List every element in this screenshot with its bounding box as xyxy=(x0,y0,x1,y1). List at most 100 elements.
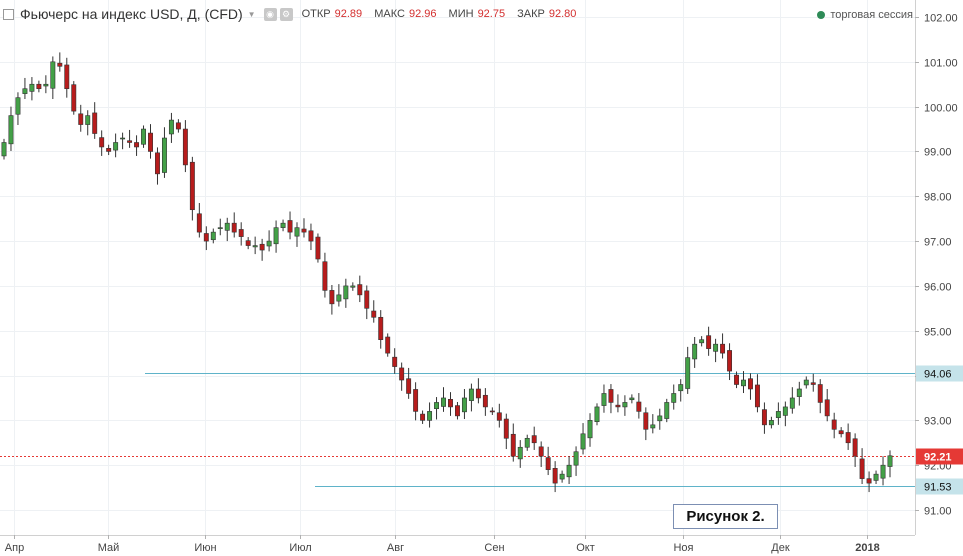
candle-body xyxy=(64,64,70,90)
candle xyxy=(413,382,419,421)
candle-body xyxy=(727,350,733,372)
time-tick-label: Дек xyxy=(771,542,790,554)
candle-body xyxy=(754,384,760,408)
candle xyxy=(231,212,237,238)
time-tick-label: Авг xyxy=(387,542,404,554)
low-label: МИН xyxy=(448,8,474,20)
eye-icon[interactable]: ◉ xyxy=(263,7,277,21)
candle xyxy=(657,408,663,430)
time-tick-label: Май xyxy=(98,542,120,554)
candle-body xyxy=(678,384,684,392)
candle xyxy=(161,127,167,178)
candle xyxy=(817,379,823,414)
candle-body xyxy=(224,222,230,231)
candle xyxy=(385,333,391,357)
time-tick-label: Окт xyxy=(576,542,595,554)
candle-body xyxy=(196,213,202,233)
candle-body xyxy=(601,393,607,406)
candle-body xyxy=(761,409,767,426)
candle-body xyxy=(141,128,146,145)
candle-body xyxy=(880,464,886,479)
price-tick-label: 95.00 xyxy=(924,327,952,339)
candle xyxy=(301,218,307,238)
price-tick-label: 96.00 xyxy=(924,282,952,294)
candle xyxy=(245,237,251,250)
candle xyxy=(1,138,7,160)
candle xyxy=(106,144,112,156)
candle xyxy=(113,133,119,158)
chart-grid xyxy=(0,0,915,535)
candle xyxy=(168,112,174,143)
candle-body xyxy=(587,420,593,439)
symbol-title[interactable]: Фьючерс на индекс USD, Д, (CFD) xyxy=(20,6,243,22)
candle-body xyxy=(573,451,579,466)
candle-body xyxy=(78,113,84,125)
chevron-down-icon[interactable]: ▼ xyxy=(247,9,256,19)
symbol-color-square xyxy=(3,8,14,20)
candle xyxy=(594,403,600,426)
candle xyxy=(782,401,788,427)
candle xyxy=(434,397,439,420)
high-label: МАКС xyxy=(374,8,405,20)
gear-icon[interactable]: ⚙ xyxy=(279,7,293,21)
price-tick-label: 100.00 xyxy=(924,103,958,115)
candle xyxy=(92,102,98,139)
candle xyxy=(50,56,56,100)
candle-body xyxy=(566,464,572,478)
candle xyxy=(378,310,384,349)
candle xyxy=(559,470,565,483)
session-label: торговая сессия xyxy=(830,9,913,21)
candle-body xyxy=(245,240,251,246)
open-value: 92.89 xyxy=(334,8,363,20)
candle xyxy=(754,374,760,413)
candle xyxy=(461,388,467,420)
close-value: 92.80 xyxy=(548,8,577,20)
candle-body xyxy=(336,294,342,302)
candle-body xyxy=(531,435,537,444)
candle xyxy=(448,392,453,416)
candle xyxy=(803,376,809,389)
candle xyxy=(217,218,223,236)
candle xyxy=(831,412,837,439)
candle-body xyxy=(155,152,160,175)
candle-body xyxy=(273,227,279,245)
candle-body xyxy=(71,84,77,112)
candlesticks xyxy=(1,52,893,493)
candle-body xyxy=(629,397,635,401)
candle xyxy=(280,219,286,232)
candle xyxy=(852,433,858,467)
candle xyxy=(127,129,133,148)
candle-body xyxy=(57,62,63,67)
candle-body xyxy=(189,161,195,211)
candle xyxy=(336,284,342,307)
session-status-dot-icon xyxy=(817,11,826,19)
candle-body xyxy=(468,388,474,401)
candle-body xyxy=(650,424,656,429)
candle xyxy=(650,414,656,434)
candle xyxy=(148,124,153,159)
candle-body xyxy=(8,115,14,145)
candle xyxy=(294,222,300,247)
candle xyxy=(134,135,140,156)
price-tick-label: 101.00 xyxy=(924,58,958,70)
candle xyxy=(238,222,244,246)
candle-body xyxy=(203,233,209,242)
candle xyxy=(189,156,195,221)
candle-body xyxy=(266,240,272,247)
candle xyxy=(287,211,293,240)
level-label: 91.53 xyxy=(924,482,952,494)
candle-body xyxy=(315,236,321,260)
candle xyxy=(427,402,433,428)
candle-body xyxy=(301,228,307,233)
price-tick-label: 102.00 xyxy=(924,13,958,25)
candle xyxy=(845,423,851,450)
candle-body xyxy=(161,137,167,173)
close-label: ЗАКР xyxy=(517,8,545,20)
candle xyxy=(671,384,677,410)
candle-body xyxy=(385,336,391,354)
candle-body xyxy=(845,432,851,444)
candle xyxy=(15,92,21,126)
candle-body xyxy=(357,284,363,296)
price-tick-label: 93.00 xyxy=(924,416,952,428)
